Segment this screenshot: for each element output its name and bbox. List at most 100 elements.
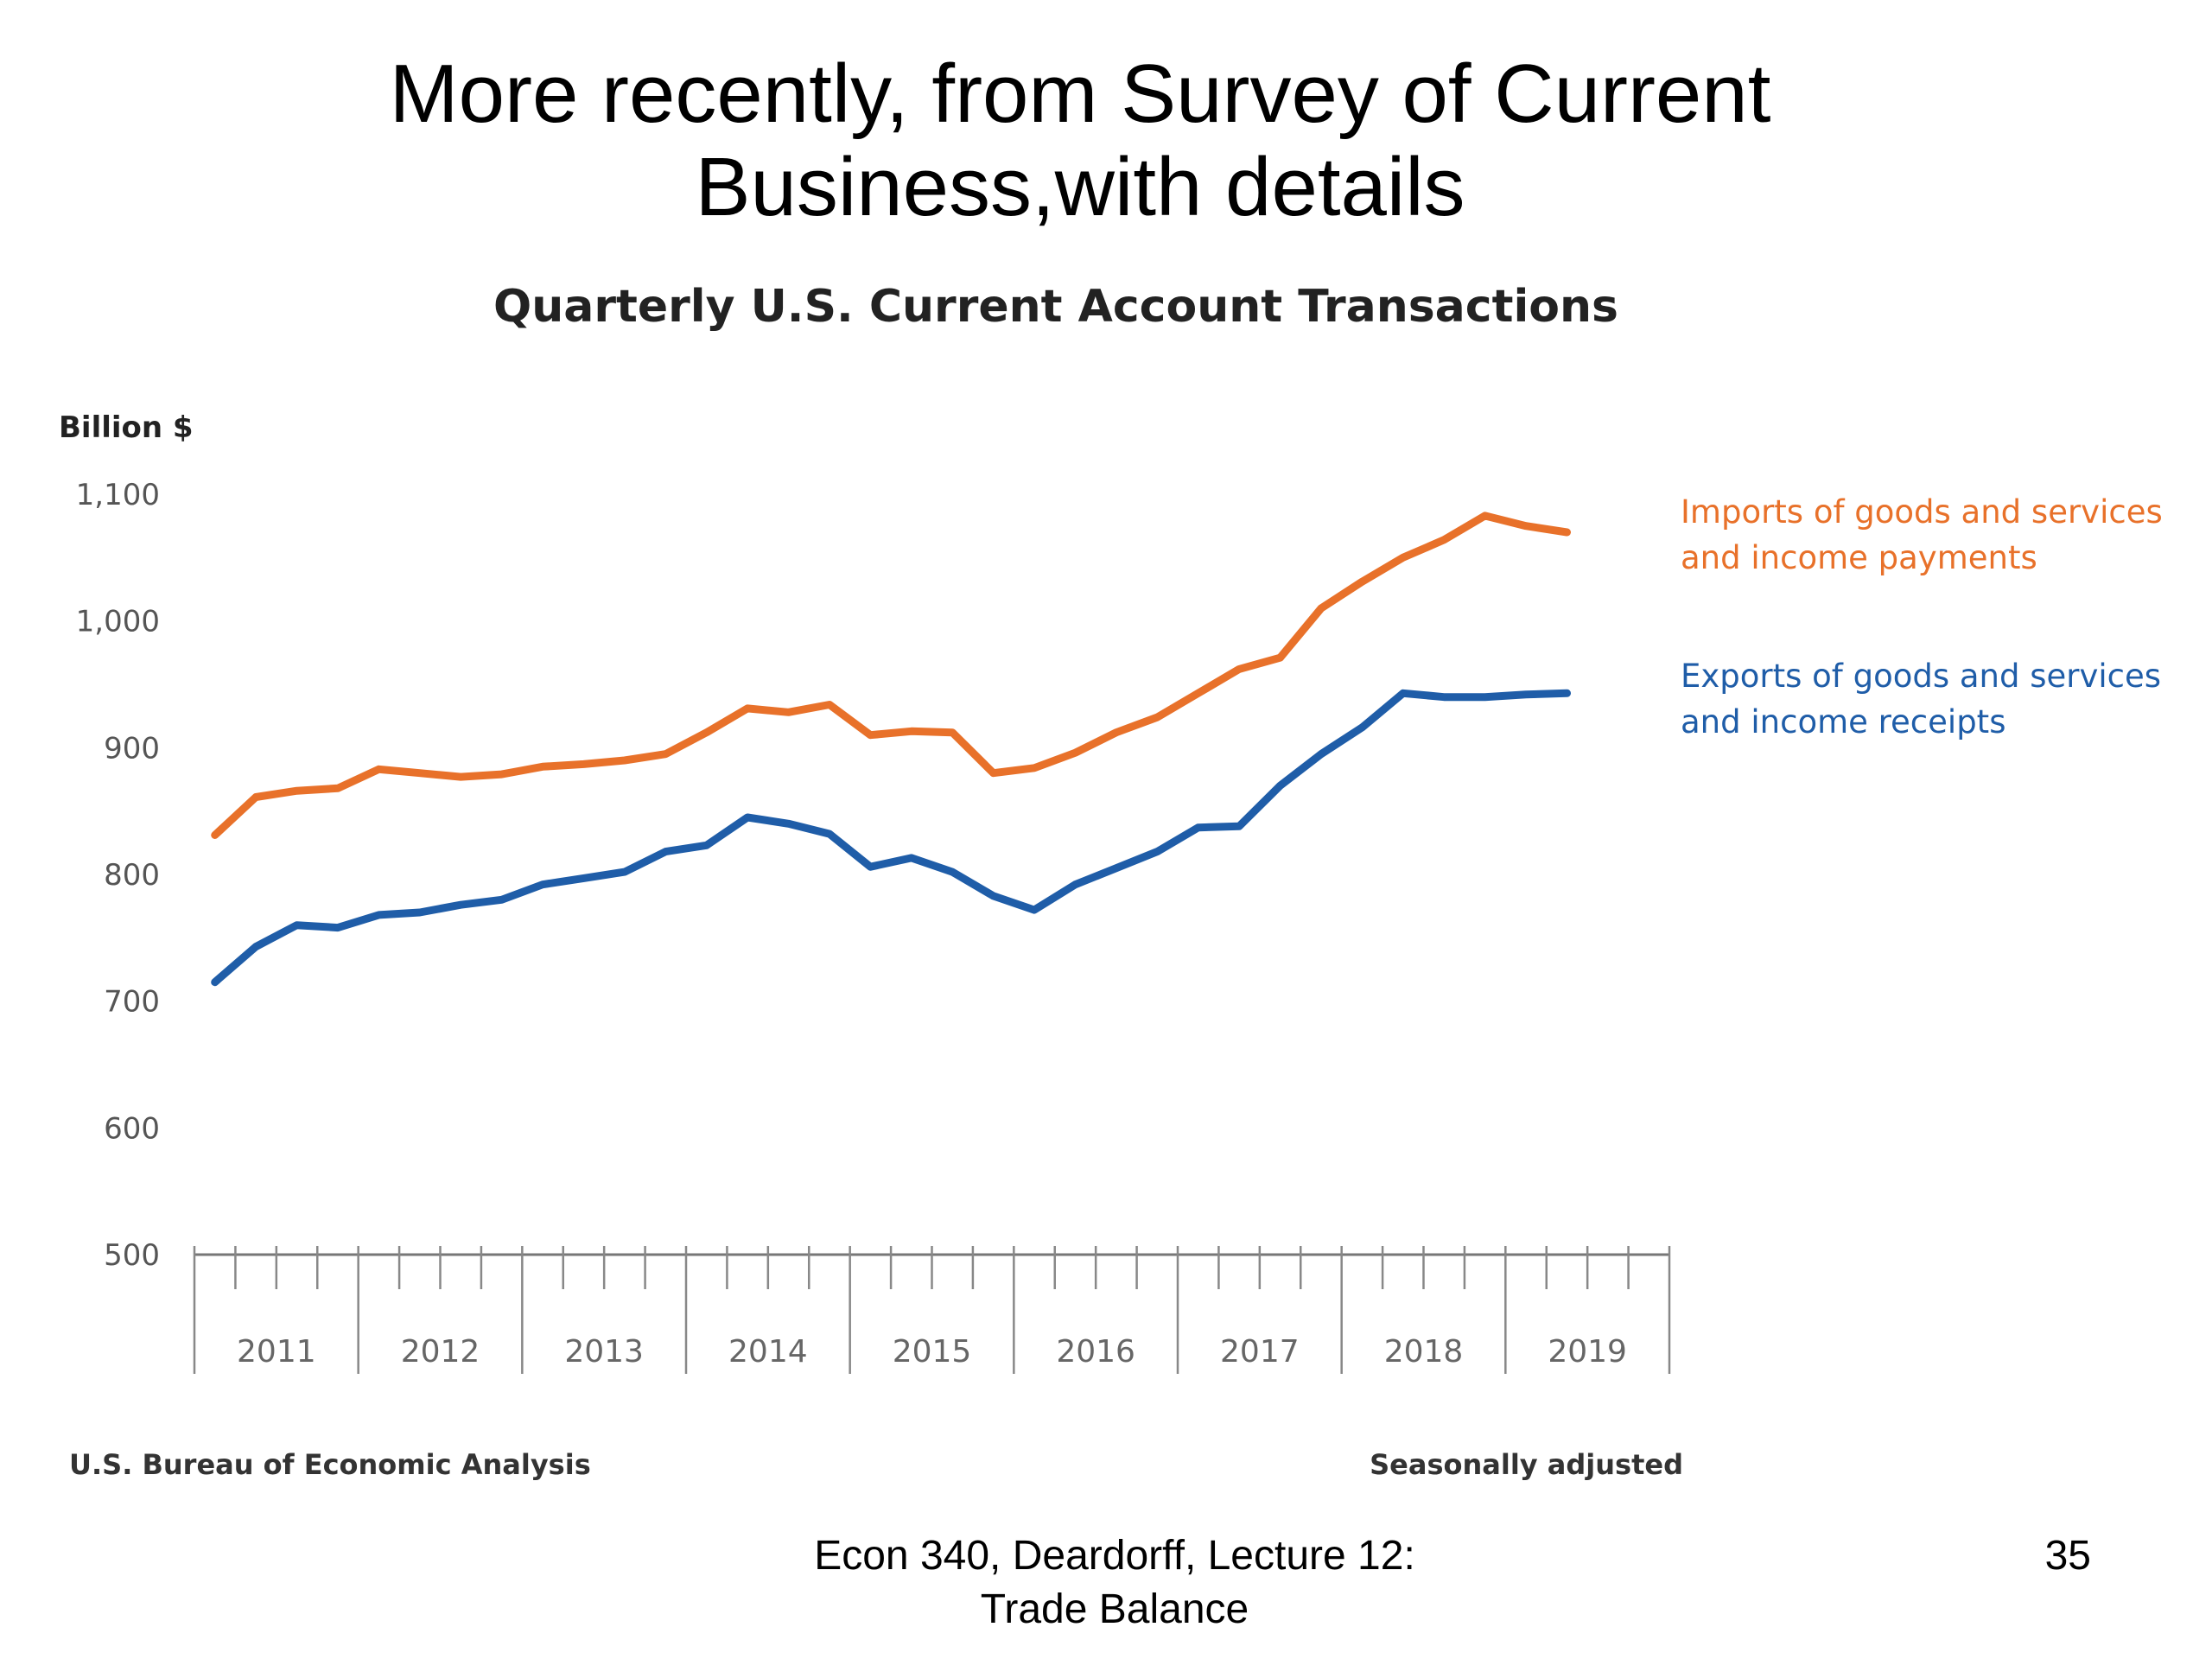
footer-line-1: Econ 340, Deardorff, Lecture 12: <box>814 1533 1415 1579</box>
data-point <box>702 842 710 849</box>
data-point <box>580 874 588 882</box>
footer-line-2: Trade Balance <box>980 1586 1249 1632</box>
data-point <box>375 766 383 773</box>
x-year-label: 2014 <box>728 1334 808 1370</box>
data-point <box>1276 782 1284 790</box>
data-point <box>867 731 874 739</box>
data-point <box>989 892 997 899</box>
legend-label: and income payments <box>1681 539 2037 576</box>
data-point <box>1276 654 1284 662</box>
x-year-label: 2011 <box>237 1334 316 1370</box>
y-tick-label: 500 <box>104 1238 160 1273</box>
slide-footer: Econ 340, Deardorff, Lecture 12: Trade B… <box>726 1529 1503 1637</box>
data-point <box>1071 880 1079 888</box>
data-point <box>949 728 957 736</box>
x-year-label: 2013 <box>564 1334 644 1370</box>
y-tick-label: 600 <box>104 1111 160 1146</box>
x-year-label: 2016 <box>1056 1334 1135 1370</box>
data-point <box>252 793 260 801</box>
series-lines <box>211 512 1571 987</box>
data-point <box>498 771 505 779</box>
data-point <box>1031 764 1039 772</box>
data-point <box>539 763 547 771</box>
chart-title: Quarterly U.S. Current Account Transacti… <box>493 281 1618 333</box>
data-point <box>662 848 670 855</box>
y-tick-label: 700 <box>104 985 160 1020</box>
data-point <box>1236 665 1243 673</box>
data-point <box>457 773 465 781</box>
y-axis-label: Billion $ <box>59 410 194 445</box>
data-point <box>211 831 219 839</box>
data-point <box>907 728 915 735</box>
data-point <box>1440 536 1448 543</box>
data-point <box>498 896 505 904</box>
data-point <box>1522 690 1530 698</box>
data-point <box>1522 522 1530 530</box>
data-point <box>744 814 752 821</box>
data-point <box>539 880 547 888</box>
data-point <box>1112 728 1120 736</box>
series-line-imports <box>211 512 1571 839</box>
data-point <box>1440 693 1448 701</box>
slide-title-line-1: More recently, from Survey of Current <box>389 48 1771 140</box>
data-point <box>580 760 588 768</box>
data-point <box>211 978 219 986</box>
y-tick-label: 900 <box>104 731 160 766</box>
data-point <box>293 921 301 929</box>
data-point <box>1481 512 1489 519</box>
data-point <box>825 701 833 709</box>
data-point <box>620 868 628 876</box>
x-axis: 2011 2012 2013 2014 2015 2016 2017 2018 2019 <box>193 1246 1671 1374</box>
data-point <box>375 911 383 918</box>
x-year-label: 2015 <box>893 1334 972 1370</box>
data-point <box>1236 823 1243 830</box>
data-point <box>1317 750 1325 758</box>
slide-title-line-2: Business,with details <box>695 141 1465 233</box>
data-point <box>1358 723 1366 731</box>
data-point <box>702 728 710 736</box>
data-point <box>1563 690 1571 697</box>
data-point <box>785 709 792 716</box>
data-point <box>252 943 260 950</box>
slide-title: More recently, from Survey of Current Bu… <box>259 48 1901 234</box>
data-point <box>1399 554 1407 562</box>
data-point <box>334 785 341 792</box>
data-point <box>1154 714 1161 721</box>
page-number: 35 <box>2044 1533 2091 1579</box>
data-point <box>1154 848 1161 855</box>
x-year-label: 2017 <box>1220 1334 1300 1370</box>
data-point <box>1317 605 1325 612</box>
data-point <box>293 787 301 795</box>
data-point <box>416 909 423 916</box>
y-tick-label: 1,000 <box>76 605 160 639</box>
data-point <box>1399 690 1407 697</box>
data-point <box>416 769 423 777</box>
data-point <box>867 863 874 871</box>
data-point <box>744 704 752 712</box>
data-point <box>1112 864 1120 872</box>
series-line-exports <box>211 689 1571 987</box>
data-point <box>1194 823 1202 831</box>
data-point <box>1194 690 1202 697</box>
data-point <box>1563 529 1571 536</box>
data-point <box>1031 906 1039 914</box>
data-point <box>334 924 341 931</box>
y-axis-ticks: 1,100 1,000 900 800 700 600 500 <box>76 478 160 1273</box>
data-point <box>907 854 915 861</box>
data-point <box>1071 749 1079 757</box>
data-point <box>989 769 997 777</box>
data-point <box>1358 578 1366 586</box>
legend: Imports of goods and services and income … <box>1681 493 2163 741</box>
data-point <box>620 757 628 764</box>
x-year-label: 2012 <box>401 1334 480 1370</box>
data-point <box>457 901 465 909</box>
data-point <box>949 868 957 876</box>
data-point <box>662 750 670 758</box>
data-point <box>825 830 833 838</box>
data-point <box>785 820 792 828</box>
source-note: U.S. Bureau of Economic Analysis <box>69 1448 591 1481</box>
x-year-label: 2019 <box>1548 1334 1627 1370</box>
x-year-label: 2018 <box>1384 1334 1464 1370</box>
legend-label: and income receipts <box>1681 703 2005 741</box>
